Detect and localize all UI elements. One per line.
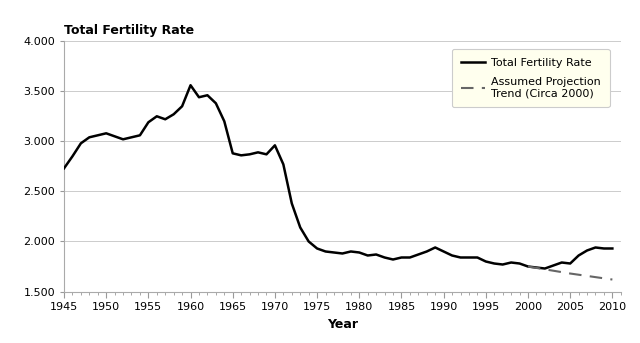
- Assumed Projection
Trend (Circa 2000): [524, 264, 532, 269]
- Assumed Projection
Trend (Circa 2000): [566, 271, 574, 275]
- Total Fertility Rate: [60, 166, 68, 170]
- Total Fertility Rate: [237, 153, 245, 157]
- Total Fertility Rate: [305, 239, 312, 244]
- X-axis label: Year: Year: [327, 318, 358, 331]
- Total Fertility Rate: [499, 262, 506, 267]
- Total Fertility Rate: [102, 131, 110, 135]
- Legend: Total Fertility Rate, Assumed Projection
Trend (Circa 2000): Total Fertility Rate, Assumed Projection…: [452, 49, 610, 107]
- Total Fertility Rate: [204, 93, 211, 97]
- Total Fertility Rate: [609, 246, 616, 250]
- Line: Total Fertility Rate: Total Fertility Rate: [64, 85, 612, 269]
- Total Fertility Rate: [313, 246, 321, 250]
- Total Fertility Rate: [541, 267, 548, 271]
- Assumed Projection
Trend (Circa 2000): [609, 277, 616, 282]
- Text: Total Fertility Rate: Total Fertility Rate: [64, 24, 194, 37]
- Total Fertility Rate: [187, 83, 195, 87]
- Line: Assumed Projection
Trend (Circa 2000): Assumed Projection Trend (Circa 2000): [528, 267, 612, 280]
